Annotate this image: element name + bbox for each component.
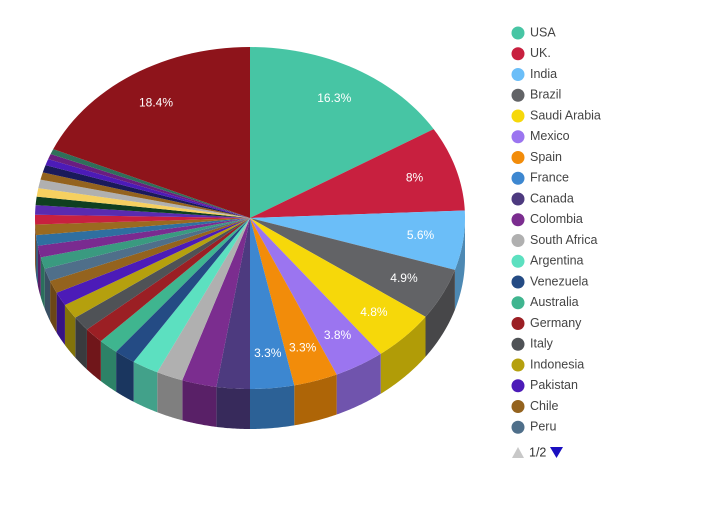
value-label: 3.3%: [254, 346, 282, 360]
legend-label: Italy: [530, 337, 554, 351]
legend-label: Colombia: [530, 212, 583, 226]
legend-marker: [512, 68, 525, 81]
legend-marker: [512, 317, 525, 330]
legend-label: Venezuela: [530, 274, 588, 288]
legend-marker: [512, 110, 525, 123]
legend-marker: [512, 130, 525, 143]
legend-label: USA: [530, 25, 556, 39]
value-label: 3.3%: [289, 340, 317, 354]
slice-side: [182, 380, 216, 427]
legend-label: Indonesia: [530, 357, 584, 371]
legend-marker: [512, 193, 525, 206]
legend-next[interactable]: [550, 447, 563, 458]
legend-label: Australia: [530, 295, 579, 309]
legend-label: Spain: [530, 150, 562, 164]
legend-label: Peru: [530, 420, 556, 434]
legend-marker: [512, 421, 525, 434]
legend-label: Saudi Arabia: [530, 108, 601, 122]
legend-marker: [512, 27, 525, 40]
legend-label: Pakistan: [530, 378, 578, 392]
legend-label: Canada: [530, 191, 574, 205]
slice-side: [250, 385, 294, 429]
legend-label: UK.: [530, 46, 551, 60]
legend-label: Argentina: [530, 254, 584, 268]
value-label: 5.6%: [407, 228, 435, 242]
legend-label: South Africa: [530, 233, 597, 247]
legend-marker: [512, 234, 525, 247]
legend-marker: [512, 359, 525, 372]
legend-marker: [512, 151, 525, 164]
value-label: 4.9%: [390, 271, 418, 285]
legend-marker: [512, 47, 525, 60]
legend-marker: [512, 213, 525, 226]
legend-marker: [512, 379, 525, 392]
legend-marker: [512, 276, 525, 289]
legend-marker: [512, 296, 525, 309]
legend-label: Chile: [530, 399, 559, 413]
legend-page: 1/2: [529, 445, 546, 459]
legend-label: Germany: [530, 316, 582, 330]
value-label: 3.8%: [324, 328, 352, 342]
legend-label: India: [530, 67, 557, 81]
slice-side: [216, 387, 250, 429]
legend-label: France: [530, 171, 569, 185]
legend-label: Mexico: [530, 129, 570, 143]
legend-marker: [512, 172, 525, 185]
value-label: 4.8%: [360, 305, 388, 319]
legend-marker: [512, 89, 525, 102]
value-label: 8%: [406, 170, 424, 184]
value-label: 16.3%: [317, 91, 351, 105]
legend-marker: [512, 400, 525, 413]
legend-marker: [512, 338, 525, 351]
legend-marker: [512, 255, 525, 268]
slice-side: [157, 372, 182, 420]
value-label: 18.4%: [139, 96, 173, 110]
legend-label: Brazil: [530, 88, 561, 102]
legend-prev[interactable]: [512, 447, 524, 458]
